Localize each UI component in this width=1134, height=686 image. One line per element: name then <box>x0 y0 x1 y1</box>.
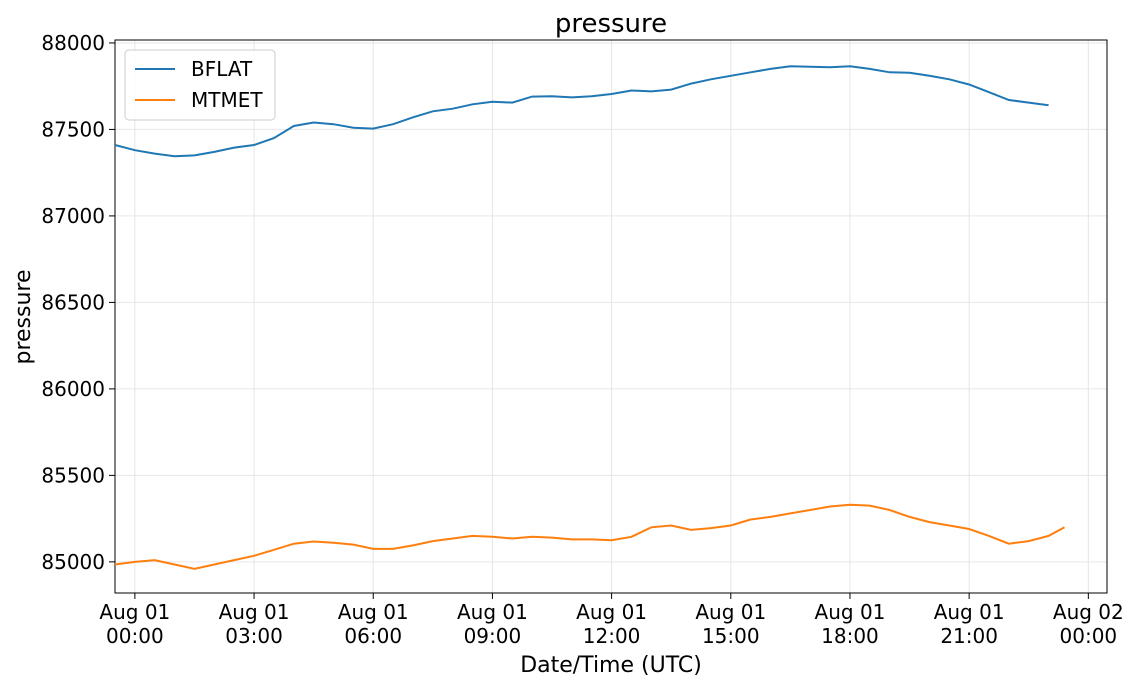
x-tick-label: Aug 01 09:00 <box>457 600 528 648</box>
legend-box <box>124 49 276 121</box>
x-axis-label: Date/Time (UTC) <box>520 653 702 678</box>
y-tick-label: 87500 <box>41 117 105 141</box>
y-tick-label: 86000 <box>41 377 105 401</box>
y-tick-label: 86500 <box>41 290 105 314</box>
x-tick-label: Aug 01 15:00 <box>695 600 766 648</box>
x-tick-label: Aug 02 00:00 <box>1053 600 1124 648</box>
chart-title: pressure <box>555 9 667 39</box>
x-tick-label: Aug 01 06:00 <box>338 600 409 648</box>
x-tick-label: Aug 01 00:00 <box>99 600 170 648</box>
x-tick-label: Aug 01 03:00 <box>219 600 290 648</box>
legend-label: MTMET <box>191 88 263 112</box>
plot-frame <box>114 39 1108 594</box>
x-tick-label: Aug 01 21:00 <box>934 600 1005 648</box>
y-tick-label: 87000 <box>41 204 105 228</box>
legend-label: BFLAT <box>191 57 253 81</box>
series-line <box>114 65 1049 158</box>
y-axis-label: pressure <box>11 269 36 364</box>
x-tick-label: Aug 01 12:00 <box>576 600 647 648</box>
series-line <box>114 503 1065 570</box>
y-tick-label: 88000 <box>41 31 105 55</box>
x-tick-label: Aug 01 18:00 <box>815 600 886 648</box>
y-tick-label: 85500 <box>41 463 105 487</box>
y-tick-label: 85000 <box>41 550 105 574</box>
